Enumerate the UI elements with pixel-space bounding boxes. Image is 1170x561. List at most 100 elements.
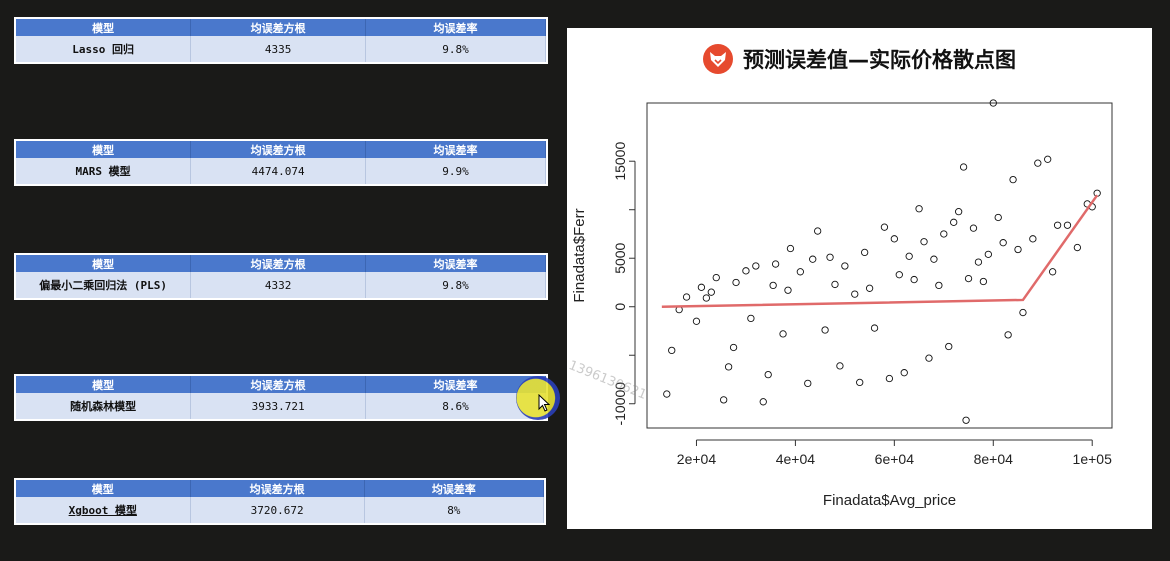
scatter-point bbox=[1029, 235, 1037, 243]
model-table-mars: 模型 均误差方根 均误差率 MARS 模型 4474.074 9.9% bbox=[14, 139, 548, 186]
scatter-point bbox=[865, 284, 874, 292]
scatter-point bbox=[804, 379, 812, 388]
scatter-point bbox=[836, 362, 844, 370]
y-tick-label: 15000 bbox=[612, 142, 628, 181]
scatter-point bbox=[764, 370, 772, 379]
scatter-point bbox=[796, 268, 805, 276]
cell-model: 随机森林模型 bbox=[16, 393, 192, 419]
scatter-point bbox=[747, 314, 755, 323]
scatter-point bbox=[999, 239, 1007, 247]
header-rmse: 均误差方根 bbox=[190, 19, 366, 36]
scatter-point bbox=[861, 248, 869, 257]
model-table-xgboost: 模型 均误差方根 均误差率 Xgboot 模型 3720.672 8% bbox=[14, 478, 546, 525]
scatter-point bbox=[1004, 331, 1012, 339]
scatter-point bbox=[954, 208, 963, 216]
cursor-highlight bbox=[516, 376, 560, 420]
scatter-point bbox=[786, 244, 795, 253]
header-rmse: 均误差方根 bbox=[190, 376, 366, 393]
scatter-point bbox=[979, 277, 988, 286]
scatter-point bbox=[1034, 159, 1042, 167]
scatter-point bbox=[1014, 245, 1022, 254]
scatter-point bbox=[841, 262, 849, 270]
header-model: 模型 bbox=[16, 376, 192, 393]
scatter-point bbox=[910, 275, 918, 284]
scatter-point bbox=[742, 267, 750, 275]
cell-rmse: 4474.074 bbox=[190, 158, 366, 184]
scatter-point bbox=[880, 223, 889, 231]
scatter-point bbox=[668, 346, 676, 355]
scatter-point bbox=[870, 324, 879, 332]
scatter-point bbox=[945, 342, 953, 351]
scatter-point bbox=[1009, 175, 1017, 184]
scatter-point bbox=[712, 273, 720, 282]
scatter-point bbox=[769, 281, 777, 290]
cell-rmse: 3720.672 bbox=[190, 497, 365, 523]
scatter-point bbox=[885, 374, 894, 383]
scatter-point bbox=[1063, 221, 1072, 229]
scatter-plot: 2e+04 4e+04 6e+04 8e+04 1e+05 -10000 0 5000 1500… bbox=[571, 99, 1113, 509]
scatter-point bbox=[682, 293, 691, 301]
scatter-point bbox=[771, 260, 780, 268]
scatter-point bbox=[900, 369, 908, 377]
cell-model: Xgboot 模型 bbox=[16, 497, 191, 523]
scatter-point bbox=[935, 281, 943, 290]
scatter-point bbox=[920, 238, 928, 246]
header-rate: 均误差率 bbox=[365, 19, 547, 36]
scatter-point bbox=[752, 262, 760, 270]
header-model: 模型 bbox=[16, 19, 192, 36]
cell-rate: 8.6% bbox=[365, 393, 547, 419]
scatter-point bbox=[969, 224, 978, 232]
cell-rmse: 4332 bbox=[190, 272, 366, 298]
scatter-point bbox=[1019, 308, 1027, 317]
cell-model: 偏最小二乘回归法 (PLS) bbox=[16, 272, 192, 298]
x-axis-title: Finadata$Avg_price bbox=[823, 492, 956, 509]
scatter-point bbox=[905, 252, 913, 260]
scatter-point bbox=[994, 213, 1002, 222]
scatter-point bbox=[821, 326, 829, 334]
x-tick-label: 4e+04 bbox=[776, 451, 816, 467]
scatter-point bbox=[1053, 221, 1062, 229]
scatter-point bbox=[826, 253, 834, 261]
scatter-point bbox=[784, 286, 792, 294]
scatter-point bbox=[1048, 268, 1057, 276]
header-rmse: 均误差方根 bbox=[190, 255, 366, 272]
cell-model: Lasso 回归 bbox=[16, 36, 192, 62]
scatter-point bbox=[915, 205, 923, 213]
cell-model: MARS 模型 bbox=[16, 158, 192, 184]
header-rate: 均误差率 bbox=[365, 376, 547, 393]
cell-rate: 8% bbox=[364, 497, 545, 523]
scatter-point bbox=[663, 390, 671, 398]
fox-logo-icon bbox=[703, 44, 733, 74]
scatter-point bbox=[729, 343, 738, 352]
scatter-point bbox=[697, 283, 706, 291]
scatter-point bbox=[925, 354, 933, 362]
scatter-point bbox=[940, 230, 948, 238]
y-axis-title: Finadata$Ferr bbox=[571, 208, 588, 302]
x-tick-label: 6e+04 bbox=[875, 451, 915, 467]
scatter-point bbox=[809, 255, 817, 263]
scatter-point bbox=[702, 294, 711, 302]
y-tick-label: -10000 bbox=[612, 382, 628, 426]
model-table-lasso: 模型 均误差方根 均误差率 Lasso 回归 4335 9.8% bbox=[14, 17, 548, 64]
scatter-point bbox=[950, 218, 958, 226]
model-table-random-forest: 模型 均误差方根 均误差率 随机森林模型 3933.721 8.6% bbox=[14, 374, 548, 421]
header-rmse: 均误差方根 bbox=[190, 141, 366, 158]
fit-line bbox=[661, 194, 1099, 308]
scatter-point bbox=[890, 235, 898, 243]
scatter-point bbox=[720, 396, 728, 404]
header-model: 模型 bbox=[16, 141, 192, 158]
scatter-point bbox=[814, 227, 822, 235]
header-model: 模型 bbox=[16, 480, 191, 497]
cell-rate: 9.9% bbox=[365, 158, 547, 184]
scatter-point bbox=[959, 163, 968, 171]
scatter-point bbox=[851, 290, 859, 298]
scatter-point bbox=[779, 330, 787, 338]
header-rmse: 均误差方根 bbox=[190, 480, 365, 497]
cell-rmse: 3933.721 bbox=[190, 393, 366, 419]
scatter-point bbox=[964, 274, 973, 283]
scatter-point bbox=[831, 280, 839, 289]
scatter-point bbox=[724, 363, 733, 371]
scatter-point bbox=[732, 278, 740, 287]
scatter-point bbox=[856, 378, 864, 387]
y-tick-label: 5000 bbox=[612, 242, 628, 273]
